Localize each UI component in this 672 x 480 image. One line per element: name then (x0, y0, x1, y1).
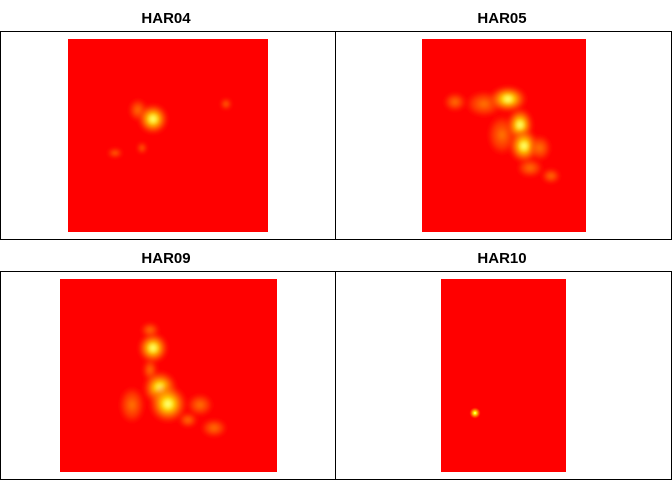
heatmap-raster (68, 39, 268, 232)
density-blob (469, 407, 481, 419)
panel-har09: HAR09 (0, 250, 336, 480)
panel-title: HAR05 (477, 10, 526, 27)
hotspot-layer (443, 85, 561, 184)
density-blob (488, 85, 528, 113)
panel-har05: HAR05 (335, 10, 672, 240)
panel-har10: HAR10 (335, 250, 672, 480)
panel-title: HAR09 (141, 250, 190, 267)
heatmap-raster (441, 279, 566, 472)
density-blob (186, 393, 214, 417)
density-blob (137, 142, 147, 154)
panel-har04: HAR04 (0, 10, 336, 240)
hotspot-layer (469, 407, 481, 419)
panel-title: HAR04 (141, 10, 191, 27)
density-blob (528, 134, 552, 162)
density-blob (541, 168, 561, 184)
density-blob (443, 92, 467, 112)
density-blob (148, 384, 188, 424)
density-blob (200, 418, 228, 438)
density-blob (178, 412, 198, 428)
density-blob (137, 332, 169, 364)
density-blob (137, 103, 169, 135)
density-blob (107, 148, 123, 158)
density-blob (118, 385, 146, 425)
hotspot-layer (107, 98, 232, 158)
density-blob (516, 158, 544, 178)
density-blob (220, 98, 232, 110)
panel-title: HAR10 (477, 250, 526, 267)
hotspot-layer (118, 322, 228, 438)
